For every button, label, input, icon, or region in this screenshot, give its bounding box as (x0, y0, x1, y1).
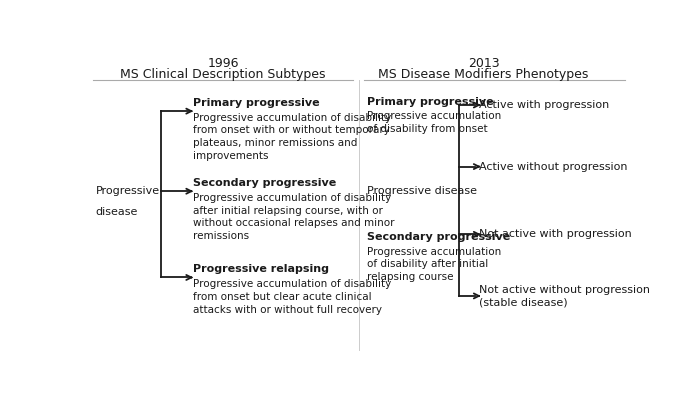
Text: MS Clinical Description Subtypes: MS Clinical Description Subtypes (120, 68, 326, 81)
Text: disease: disease (96, 207, 138, 217)
Text: Progressive accumulation
of disability after initial
relapsing course: Progressive accumulation of disability a… (367, 247, 501, 282)
Text: Progressive accumulation of disability
after initial relapsing course, with or
w: Progressive accumulation of disability a… (193, 193, 395, 241)
Text: Progressive accumulation of disability
from onset but clear acute clinical
attac: Progressive accumulation of disability f… (193, 279, 391, 314)
Text: Secondary progressive: Secondary progressive (367, 232, 510, 242)
Text: Progressive relapsing: Progressive relapsing (193, 264, 329, 274)
Text: Active with progression: Active with progression (480, 100, 610, 110)
Text: Secondary progressive: Secondary progressive (193, 178, 337, 188)
Text: Progressive disease: Progressive disease (367, 186, 477, 196)
Text: Primary progressive: Primary progressive (367, 96, 494, 106)
Text: Primary progressive: Primary progressive (193, 98, 320, 108)
Text: Progressive accumulation of disability
from onset with or without temporary
plat: Progressive accumulation of disability f… (193, 113, 391, 161)
Text: 1996: 1996 (207, 57, 239, 70)
Text: 2013: 2013 (468, 57, 499, 70)
Text: Not active with progression: Not active with progression (480, 229, 632, 239)
Text: MS Disease Modifiers Phenotypes: MS Disease Modifiers Phenotypes (378, 68, 589, 81)
Text: Active without progression: Active without progression (480, 162, 628, 172)
Text: Progressive: Progressive (96, 186, 160, 196)
Text: Not active without progression
(stable disease): Not active without progression (stable d… (480, 285, 650, 307)
Text: Progressive accumulation
of disability from onset: Progressive accumulation of disability f… (367, 111, 501, 134)
